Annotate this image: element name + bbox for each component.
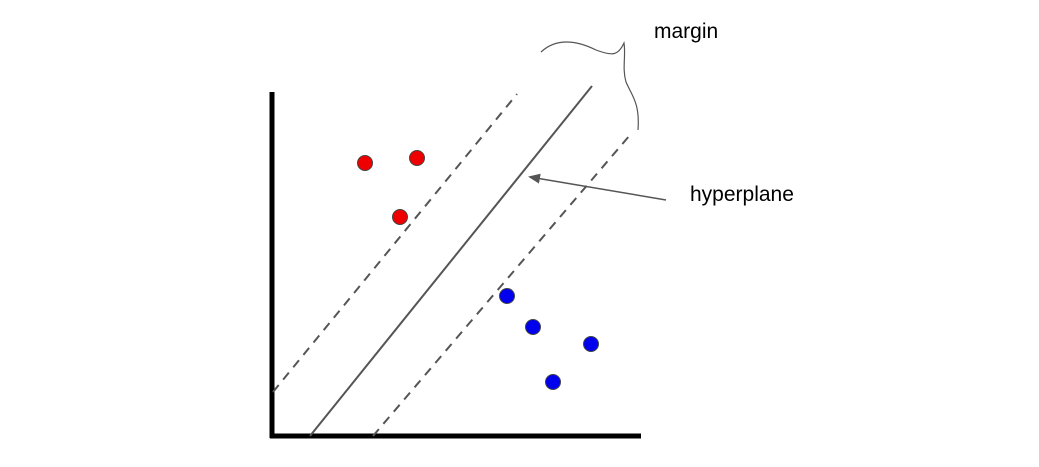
hyperplane-arrow bbox=[528, 173, 667, 201]
blue-point bbox=[525, 319, 541, 335]
red-point bbox=[392, 209, 408, 225]
upper-margin-line bbox=[272, 93, 518, 393]
blue-point bbox=[583, 336, 599, 352]
red-point bbox=[409, 150, 425, 166]
red-point bbox=[357, 155, 373, 171]
lower-margin-line bbox=[372, 134, 631, 437]
blue-point bbox=[499, 288, 515, 304]
hyperplane-line bbox=[309, 85, 593, 437]
hyperplane-label: hyperplane bbox=[690, 183, 794, 206]
blue-point bbox=[545, 374, 561, 390]
margin-label: margin bbox=[654, 20, 718, 43]
margin-brace bbox=[540, 40, 639, 131]
